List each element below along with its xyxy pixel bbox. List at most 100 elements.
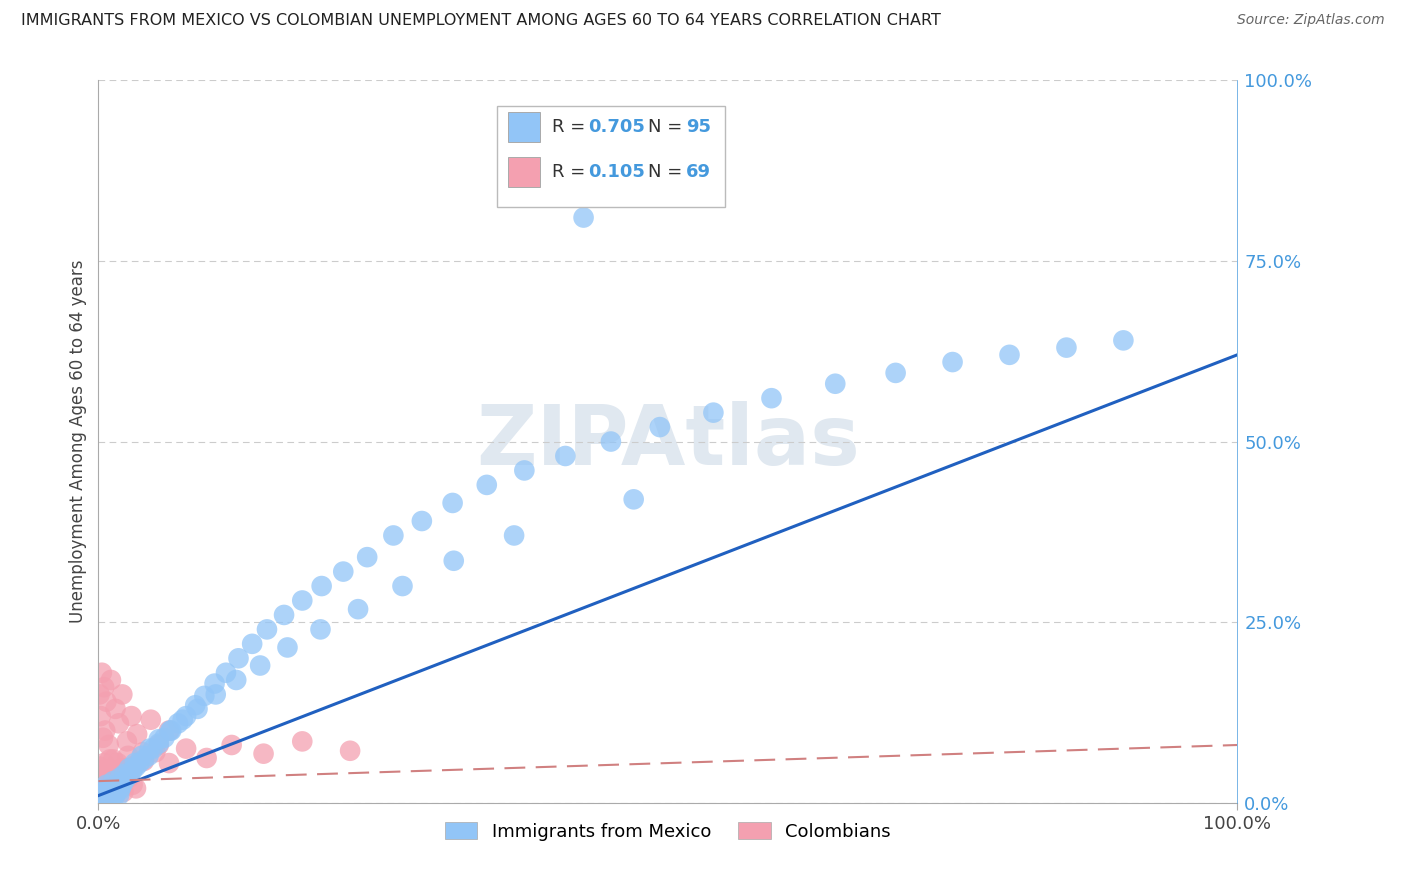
Point [104, 781, 127, 796]
Point [89, 687, 111, 701]
Point [98, 790, 121, 805]
Point [91, 731, 114, 745]
Point [121, 764, 143, 778]
Point [97, 785, 120, 799]
Point [125, 781, 148, 796]
Point [94, 785, 117, 799]
Point [105, 780, 128, 794]
Point [90, 774, 112, 789]
Point [112, 775, 135, 789]
Point [90, 782, 112, 797]
Point [89, 792, 111, 806]
Point [87, 789, 110, 803]
Point [1112, 334, 1135, 348]
Point [89, 760, 111, 774]
Text: IMMIGRANTS FROM MEXICO VS COLOMBIAN UNEMPLOYMENT AMONG AGES 60 TO 64 YEARS CORRE: IMMIGRANTS FROM MEXICO VS COLOMBIAN UNEM… [21, 13, 941, 29]
Point [174, 741, 197, 756]
Point [108, 771, 131, 785]
Point [702, 406, 724, 420]
Point [108, 767, 131, 781]
Text: N =: N = [648, 163, 689, 181]
Point [90, 665, 112, 680]
Point [132, 745, 155, 759]
Point [139, 713, 162, 727]
Point [240, 637, 263, 651]
Point [104, 771, 127, 785]
Point [108, 782, 131, 797]
Point [93, 778, 115, 792]
Point [311, 579, 333, 593]
Point [100, 782, 122, 797]
Point [128, 756, 150, 770]
Point [105, 778, 128, 792]
Point [110, 774, 132, 789]
Point [127, 727, 149, 741]
Point [132, 752, 155, 766]
Point [332, 565, 354, 579]
Point [103, 774, 125, 789]
Point [648, 420, 671, 434]
Text: R =: R = [551, 163, 591, 181]
Point [195, 751, 218, 765]
Bar [509, 112, 540, 143]
Point [221, 738, 243, 752]
Point [115, 734, 138, 748]
Point [94, 789, 117, 803]
Point [93, 787, 115, 801]
Point [475, 478, 498, 492]
Point [120, 767, 142, 781]
Point [90, 790, 112, 805]
Point [97, 792, 120, 806]
Legend: Immigrants from Mexico, Colombians: Immigrants from Mexico, Colombians [437, 814, 898, 848]
Point [91, 792, 114, 806]
Point [100, 781, 122, 796]
Point [204, 687, 226, 701]
Point [554, 449, 576, 463]
Point [184, 698, 207, 713]
Point [142, 741, 165, 756]
Point [131, 748, 153, 763]
Point [96, 768, 118, 782]
Text: 0.105: 0.105 [588, 163, 645, 181]
Point [174, 709, 197, 723]
Point [132, 754, 155, 768]
Text: Source: ZipAtlas.com: Source: ZipAtlas.com [1237, 13, 1385, 28]
Point [103, 765, 125, 780]
Point [228, 651, 250, 665]
Point [90, 785, 112, 799]
Point [114, 767, 136, 781]
Point [204, 676, 226, 690]
Point [157, 723, 180, 738]
Point [186, 702, 208, 716]
Point [98, 785, 121, 799]
Point [225, 673, 247, 687]
Point [103, 785, 125, 799]
Point [103, 775, 125, 789]
Point [111, 687, 134, 701]
FancyBboxPatch shape [498, 105, 725, 207]
Point [884, 366, 907, 380]
Point [572, 211, 595, 225]
Point [120, 709, 142, 723]
Point [117, 748, 139, 763]
Point [356, 550, 378, 565]
Point [103, 752, 125, 766]
Point [124, 756, 146, 770]
Text: 0.705: 0.705 [588, 119, 645, 136]
Point [101, 789, 124, 803]
Point [118, 771, 141, 785]
Y-axis label: Unemployment Among Ages 60 to 64 years: Unemployment Among Ages 60 to 64 years [69, 260, 87, 624]
Point [108, 716, 131, 731]
Point [382, 528, 405, 542]
Point [998, 348, 1021, 362]
Point [160, 723, 183, 738]
Point [101, 781, 124, 796]
Point [94, 767, 117, 781]
Point [96, 778, 118, 792]
Point [391, 579, 413, 593]
Point [103, 785, 125, 799]
Point [148, 737, 170, 751]
Point [600, 434, 623, 449]
Point [138, 748, 160, 763]
Point [148, 738, 170, 752]
